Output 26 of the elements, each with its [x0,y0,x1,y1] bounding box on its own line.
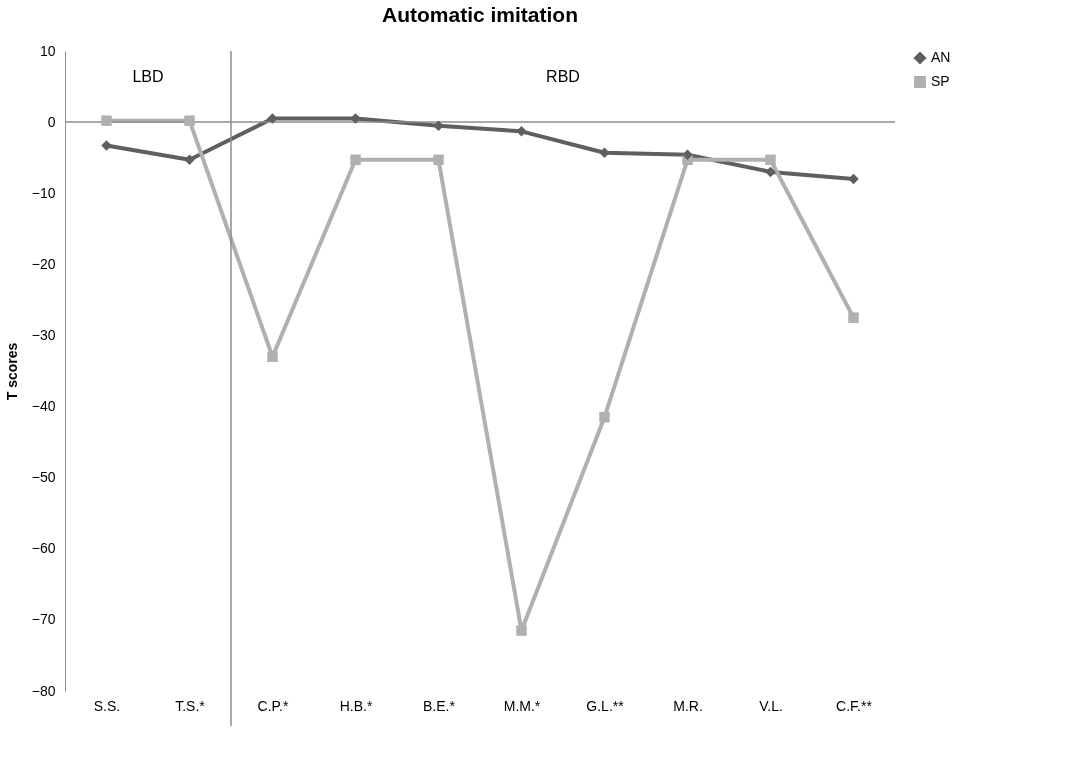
x-tick-label: C.P.* [257,697,289,714]
x-tick-label: T.S.* [175,697,206,714]
y-tick-label: −50 [31,469,56,486]
y-axis-title: T scores [3,342,20,401]
x-tick-label: S.S. [93,697,121,714]
y-tick-label: −10 [31,184,56,201]
annotation: RBD [546,67,580,85]
y-tick-label: −70 [31,611,56,628]
x-tick-label: V.L. [759,697,783,714]
y-tick-label: −80 [31,682,56,699]
y-tick-label: 10 [39,42,56,59]
legend-label: SP [931,73,950,89]
x-tick-label: M.R. [673,697,703,714]
legend-label: AN [931,49,951,65]
x-tick-label: C.F.** [836,697,873,714]
y-tick-label: −20 [31,255,56,272]
chart-title: Automatic imitation [381,3,579,26]
x-tick-label: B.E.* [423,697,456,714]
y-tick-label: −40 [31,398,56,415]
y-tick-label: 0 [47,113,56,130]
annotation: LBD [132,67,164,85]
y-tick-label: −30 [31,326,56,343]
x-tick-label: H.B.* [339,697,373,714]
y-tick-label: −60 [31,540,56,557]
x-tick-label: G.L.** [586,697,625,714]
x-tick-label: M.M.* [503,697,541,714]
